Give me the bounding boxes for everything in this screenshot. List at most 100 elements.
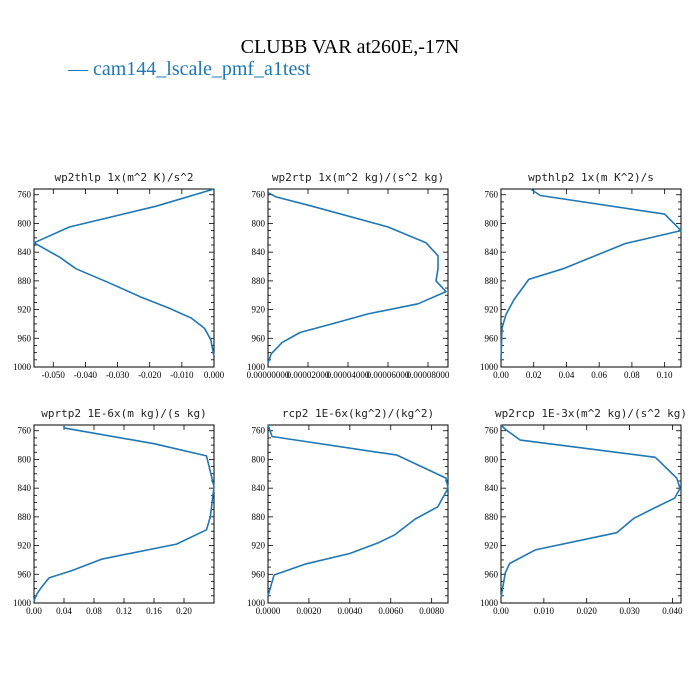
y-tick-label: 920 <box>485 305 499 315</box>
y-tick-label: 760 <box>252 190 266 200</box>
y-tick-label: 960 <box>252 333 266 343</box>
y-tick-label: 960 <box>18 569 32 579</box>
y-tick-label: 760 <box>18 190 32 200</box>
x-tick-label: 0.020 <box>577 606 598 616</box>
x-tick-label: 0.040 <box>662 606 683 616</box>
y-tick-label: 1000 <box>13 598 32 608</box>
y-tick-label: 1000 <box>480 362 499 372</box>
x-tick-label: 0.16 <box>146 606 162 616</box>
x-tick-label: 0.04 <box>559 370 575 380</box>
y-tick-label: 920 <box>18 305 32 315</box>
series-line-1 <box>33 425 215 602</box>
y-tick-label: 1000 <box>13 362 32 372</box>
x-tick-label: 0.00 <box>493 606 509 616</box>
x-tick-label: 0.000 <box>204 370 225 380</box>
y-tick-label: 920 <box>252 305 266 315</box>
x-tick-label: 0.00 <box>26 606 42 616</box>
chart-panel-1: wp2thlp 1x(m^2 K)/s^2 760 800 840 880 920 960 1… <box>13 171 225 380</box>
x-tick-label: 0.12 <box>116 606 132 616</box>
y-tick-label: 880 <box>485 276 499 286</box>
x-tick-label: 0.00000000 <box>247 370 290 380</box>
chart-panel-5: rcp2 1E-6x(kg^2)/(kg^2) 760 800 840 880 920 96… <box>247 407 449 616</box>
panel-title: wpthlp2 1x(m K^2)/s <box>528 171 654 184</box>
series-line-1 <box>33 188 215 357</box>
plot-frame <box>267 188 449 368</box>
panel-title: rcp2 1E-6x(kg^2)/(kg^2) <box>282 407 434 420</box>
y-tick-label: 960 <box>252 569 266 579</box>
y-tick-label: 1000 <box>480 598 499 608</box>
y-tick-label: 760 <box>252 426 266 436</box>
y-tick-label: 880 <box>18 512 32 522</box>
y-tick-label: 920 <box>485 541 499 551</box>
y-tick-label: 880 <box>18 276 32 286</box>
series-line-1 <box>500 424 681 598</box>
legend: — cam144_lscale_pmf_a1test <box>68 58 311 81</box>
y-tick-label: 800 <box>252 218 266 228</box>
legend-swatch: — <box>68 58 88 80</box>
chart-panel-6: wp2rcp 1E-3x(m^2 kg)/(s^2 kg) 760 800 840 88… <box>480 407 687 616</box>
x-tick-label: 0.08 <box>624 370 640 380</box>
y-tick-label: 840 <box>485 247 499 257</box>
x-tick-label: 0.0020 <box>297 606 322 616</box>
series-line-1 <box>267 424 449 597</box>
panel-title: wp2rtp 1x(m^2 kg)/(s^2 kg) <box>272 171 444 184</box>
y-tick-label: 840 <box>18 247 32 257</box>
x-tick-label: -0.040 <box>74 370 98 380</box>
x-tick-label: 0.00002000 <box>287 370 330 380</box>
x-tick-label: 0.00006000 <box>367 370 410 380</box>
panel-title: wprtp2 1E-6x(m kg)/(s kg) <box>41 407 207 420</box>
chart-panel-3: wpthlp2 1x(m K^2)/s 760 800 840 880 920 960 100… <box>480 171 682 380</box>
x-tick-label: 0.20 <box>176 606 192 616</box>
x-tick-label: 0.06 <box>591 370 607 380</box>
x-tick-label: 0.00008000 <box>407 370 450 380</box>
y-tick-label: 840 <box>18 483 32 493</box>
x-tick-label: -0.010 <box>170 370 194 380</box>
y-tick-label: 960 <box>18 333 32 343</box>
y-tick-label: 920 <box>252 541 266 551</box>
x-tick-label: 0.030 <box>619 606 640 616</box>
chart-panel-2: wp2rtp 1x(m^2 kg)/(s^2 kg) 760 800 840 880 92… <box>247 171 450 380</box>
x-tick-label: 0.10 <box>657 370 673 380</box>
panel-title: wp2rcp 1E-3x(m^2 kg)/(s^2 kg) <box>495 407 687 420</box>
y-tick-label: 960 <box>485 569 499 579</box>
y-tick-label: 800 <box>18 218 32 228</box>
y-tick-label: 760 <box>485 190 499 200</box>
plot-frame <box>33 188 215 368</box>
page-title: CLUBB VAR at260E,-17N <box>240 36 460 58</box>
y-tick-label: 1000 <box>247 362 266 372</box>
y-tick-label: 960 <box>485 333 499 343</box>
series-line-1 <box>267 191 447 364</box>
y-tick-label: 880 <box>252 276 266 286</box>
y-tick-label: 840 <box>485 483 499 493</box>
x-tick-label: -0.050 <box>42 370 66 380</box>
y-tick-label: 880 <box>252 512 266 522</box>
series-line-1 <box>500 188 682 360</box>
y-tick-label: 800 <box>18 454 32 464</box>
x-tick-label: -0.030 <box>106 370 130 380</box>
legend-label: cam144_lscale_pmf_a1test <box>93 58 311 80</box>
x-tick-label: -0.020 <box>138 370 162 380</box>
x-tick-label: 0.0000 <box>256 606 281 616</box>
plot-frame <box>500 424 682 604</box>
y-tick-label: 1000 <box>247 598 266 608</box>
x-tick-label: 0.00 <box>493 370 509 380</box>
y-tick-label: 840 <box>252 483 266 493</box>
y-tick-label: 800 <box>252 454 266 464</box>
x-tick-label: 0.0060 <box>378 606 403 616</box>
panel-title: wp2thlp 1x(m^2 K)/s^2 <box>54 171 193 184</box>
x-tick-label: 0.010 <box>534 606 555 616</box>
y-tick-label: 920 <box>18 541 32 551</box>
x-tick-label: 0.00004000 <box>327 370 370 380</box>
y-tick-label: 760 <box>485 426 499 436</box>
y-tick-label: 800 <box>485 218 499 228</box>
x-tick-label: 0.02 <box>526 370 542 380</box>
x-tick-label: 0.08 <box>86 606 102 616</box>
y-tick-label: 760 <box>18 426 32 436</box>
x-tick-label: 0.0040 <box>337 606 362 616</box>
y-tick-label: 880 <box>485 512 499 522</box>
plot-frame <box>500 188 682 368</box>
y-tick-label: 800 <box>485 454 499 464</box>
y-tick-label: 840 <box>252 247 266 257</box>
x-tick-label: 0.0080 <box>419 606 444 616</box>
